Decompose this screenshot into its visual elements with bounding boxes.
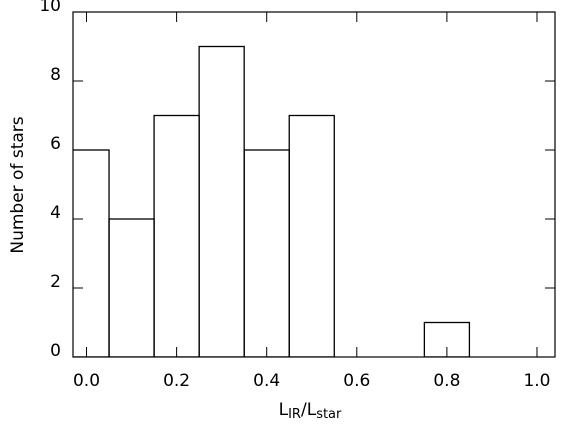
- bar: [423, 321, 471, 357]
- y-tick-label: 6: [50, 134, 61, 154]
- x-tick-label: 0.6: [343, 371, 370, 391]
- bar: [108, 218, 155, 357]
- x-tick-label: 0.8: [433, 371, 460, 391]
- x-tick-label: 0.2: [163, 371, 190, 391]
- bars: [73, 45, 471, 357]
- bar: [243, 149, 290, 357]
- x-label-part: star: [316, 407, 342, 422]
- x-tick-label: 0.4: [253, 371, 280, 391]
- y-tick-label: 8: [50, 65, 61, 85]
- x-label-part: IR: [288, 407, 301, 422]
- y-tick-label: 0: [50, 341, 61, 361]
- x-tick-label: 0.0: [73, 371, 100, 391]
- y-tick-label: 2: [50, 272, 61, 292]
- bar: [198, 45, 245, 357]
- x-label-part: L: [279, 400, 289, 420]
- y-axis-label: Number of stars: [8, 116, 28, 253]
- x-label-part: /: [301, 400, 307, 420]
- bar: [288, 114, 335, 357]
- x-axis-label: LIR/Lstar: [279, 400, 342, 422]
- plot-frame: [72, 11, 556, 358]
- x-tick-label: 1.0: [523, 371, 550, 391]
- bar: [153, 114, 200, 357]
- bar: [73, 149, 110, 357]
- y-tick-label: 4: [50, 203, 61, 223]
- y-tick-label: 10: [39, 0, 61, 16]
- x-label-part: L: [307, 400, 317, 420]
